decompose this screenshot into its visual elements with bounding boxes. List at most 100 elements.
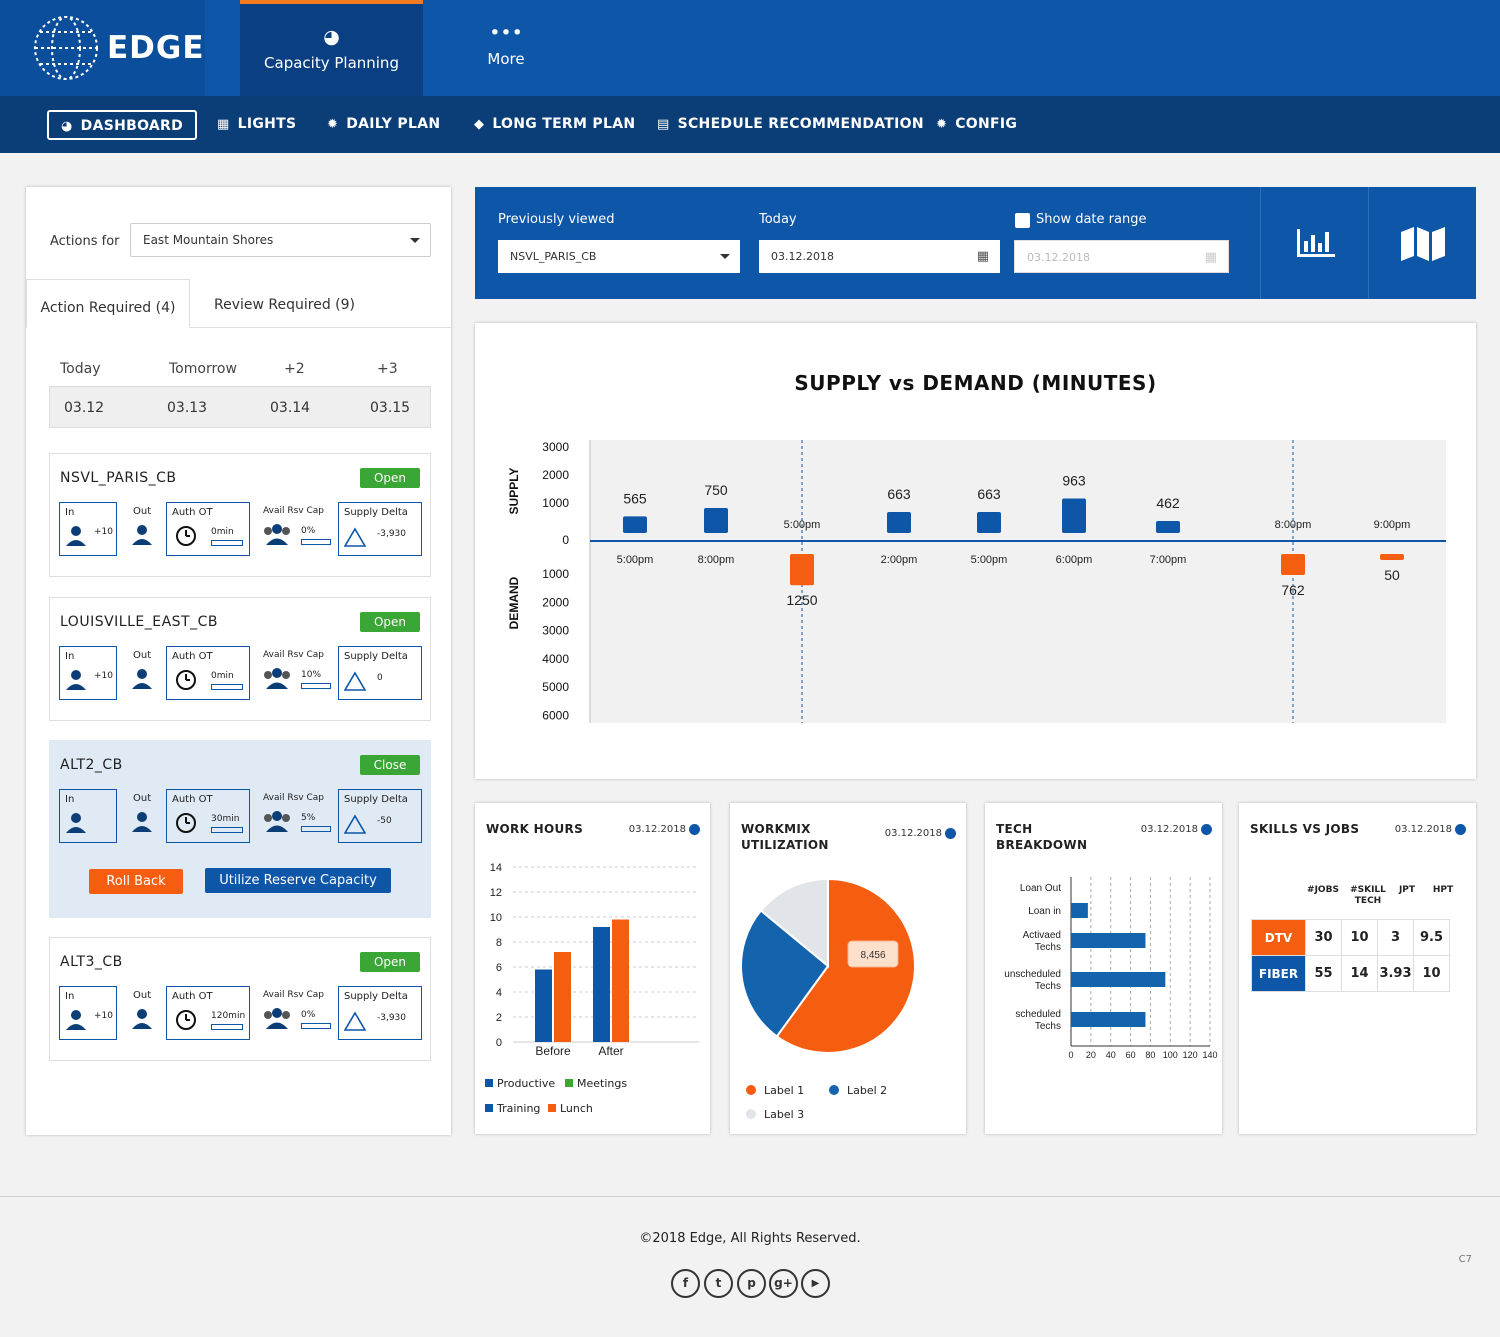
twitter-icon[interactable]: t: [704, 1269, 733, 1298]
tick-label: 120: [1183, 1050, 1198, 1060]
metric-value: 0min: [211, 671, 234, 681]
calendar-icon[interactable]: ▦: [976, 249, 989, 264]
person-icon: [65, 669, 89, 694]
time-label: 8:00pm: [1275, 519, 1312, 531]
date-cell[interactable]: 03.13: [167, 400, 208, 416]
status-badge[interactable]: Open: [360, 468, 420, 488]
supply-delta-metric[interactable]: Supply Delta -3,930: [338, 502, 422, 556]
auth-ot-metric[interactable]: Auth OT 30min: [166, 789, 250, 843]
bar: [1071, 972, 1166, 987]
avail-rsv-cap-metric[interactable]: Avail Rsv Cap 10%: [256, 646, 336, 700]
delta-icon: [343, 814, 367, 837]
date-cell[interactable]: 03.15: [370, 400, 411, 416]
metric-value: 30min: [211, 814, 240, 824]
google-plus-icon[interactable]: g+: [769, 1269, 798, 1298]
workmix-title: WORKMIX UTILIZATION: [741, 822, 829, 852]
tab-dashboard[interactable]: ◕ DASHBOARD: [47, 110, 197, 140]
legend-swatch: [746, 1085, 756, 1095]
nav-more[interactable]: ••• More: [440, 0, 572, 96]
date-cell[interactable]: 03.12: [64, 400, 105, 416]
today-date-input[interactable]: 03.12.2018 ▦: [759, 240, 1000, 273]
status-badge[interactable]: Close: [360, 755, 420, 775]
nav-capacity-planning[interactable]: ◕ Capacity Planning: [240, 0, 423, 96]
tab-lights[interactable]: ▦ LIGHTS: [217, 110, 296, 140]
person-icon: [131, 811, 155, 836]
location-card[interactable]: ALT2_CB Close In Out Auth OT 30min Avail Rsv C…: [49, 740, 431, 918]
avail-rsv-cap-metric[interactable]: Avail Rsv Cap 0%: [256, 986, 336, 1040]
tech-breakdown-date: 03.12.2018: [1140, 824, 1198, 835]
pie-chart-icon[interactable]: [945, 828, 956, 839]
utilize-reserve-capacity-button[interactable]: Utilize Reserve Capacity: [205, 868, 391, 893]
map-icon[interactable]: [1399, 226, 1447, 262]
auth-ot-metric[interactable]: Auth OT 0min: [166, 502, 250, 556]
data-label: 762: [1281, 582, 1305, 598]
youtube-icon[interactable]: ▶: [801, 1269, 830, 1298]
tick-label: 4000: [542, 652, 569, 666]
skills-table: DTV 30 10 3 9.5 FIBER 55 14 3.93 10: [1251, 919, 1450, 992]
metric-label: Supply Delta: [344, 794, 408, 805]
tick-label: 2: [496, 1012, 502, 1024]
pie-chart-icon[interactable]: [689, 824, 700, 835]
avail-rsv-cap-metric[interactable]: Avail Rsv Cap 5%: [256, 789, 336, 843]
avail-rsv-cap-metric[interactable]: Avail Rsv Cap 0%: [256, 502, 336, 556]
out-metric[interactable]: Out: [122, 789, 166, 843]
date-cell[interactable]: 03.14: [270, 400, 311, 416]
brand-logo[interactable]: EDGE: [0, 0, 205, 96]
day-today[interactable]: Today: [60, 361, 101, 377]
previously-viewed-select[interactable]: NSVL_PARIS_CB: [498, 240, 740, 273]
out-metric[interactable]: Out: [122, 502, 166, 556]
pinterest-icon[interactable]: p: [737, 1269, 766, 1298]
calendar-icon[interactable]: ▦: [1204, 250, 1217, 265]
status-badge[interactable]: Open: [360, 612, 420, 632]
show-date-range-checkbox[interactable]: [1015, 213, 1030, 228]
row-label: DTV: [1251, 919, 1306, 956]
building-icon: ▦: [217, 117, 230, 132]
tick-label: 60: [1126, 1050, 1136, 1060]
metric-value: 120min: [211, 1011, 246, 1021]
work-hours-plot: 0 2 4 6 8 10 12 14 Before After: [490, 862, 699, 1058]
facebook-icon[interactable]: f: [671, 1269, 700, 1298]
metric-value: +10: [94, 1011, 113, 1021]
category-label: scheduled: [1015, 1009, 1061, 1020]
tab-schedule-recommendation[interactable]: ▤ SCHEDULE RECOMMENDATION: [657, 110, 924, 140]
bar-chart-icon[interactable]: [1295, 227, 1337, 259]
legend-item: Label 3: [746, 1108, 804, 1121]
tab-daily-plan[interactable]: ✹ DAILY PLAN: [327, 110, 440, 140]
tick-label: 6000: [542, 709, 569, 723]
table-cell: 9.5: [1413, 919, 1450, 956]
auth-ot-metric[interactable]: Auth OT 120min: [166, 986, 250, 1040]
day-plus-3[interactable]: +3: [377, 361, 398, 377]
supply-delta-metric[interactable]: Supply Delta -50: [338, 789, 422, 843]
supply-bar: [887, 511, 911, 533]
roll-back-button[interactable]: Roll Back: [89, 869, 183, 894]
tick-label: 0: [1068, 1050, 1073, 1060]
location-card[interactable]: ALT3_CB Open In +10 Out Auth OT 120min Avail Rs…: [49, 937, 431, 1061]
pie-chart-icon[interactable]: [1201, 824, 1212, 835]
supply-delta-metric[interactable]: Supply Delta -3,930: [338, 986, 422, 1040]
day-tomorrow[interactable]: Tomorrow: [169, 361, 237, 377]
person-icon: [65, 525, 89, 550]
location-card[interactable]: LOUISVILLE_EAST_CB Open In +10 Out Auth OT 0mi…: [49, 597, 431, 721]
tab-long-term-plan[interactable]: ◆ LONG TERM PLAN: [474, 110, 635, 140]
tab-action-required[interactable]: Action Required (4): [26, 279, 190, 328]
in-metric[interactable]: In: [59, 789, 117, 843]
status-badge[interactable]: Open: [360, 952, 420, 972]
in-metric[interactable]: In +10: [59, 502, 117, 556]
tab-review-required[interactable]: Review Required (9): [214, 297, 355, 313]
day-plus-2[interactable]: +2: [284, 361, 305, 377]
footer-code: C7: [1458, 1254, 1472, 1265]
pie-chart-icon[interactable]: [1455, 824, 1466, 835]
date-range-input[interactable]: 03.12.2018 ▦: [1014, 240, 1229, 273]
category-label: Techs: [1035, 1021, 1061, 1032]
auth-ot-metric[interactable]: Auth OT 0min: [166, 646, 250, 700]
out-metric[interactable]: Out: [122, 646, 166, 700]
legend-label: Label 2: [847, 1084, 888, 1097]
tab-config[interactable]: ✹ CONFIG: [936, 110, 1017, 140]
location-card[interactable]: NSVL_PARIS_CB Open In +10 Out Auth OT 0min Avai…: [49, 453, 431, 577]
out-metric[interactable]: Out: [122, 986, 166, 1040]
in-metric[interactable]: In +10: [59, 986, 117, 1040]
supply-delta-metric[interactable]: Supply Delta 0: [338, 646, 422, 700]
in-metric[interactable]: In +10: [59, 646, 117, 700]
metric-label: In: [65, 507, 75, 518]
location-select[interactable]: East Mountain Shores: [130, 223, 431, 257]
